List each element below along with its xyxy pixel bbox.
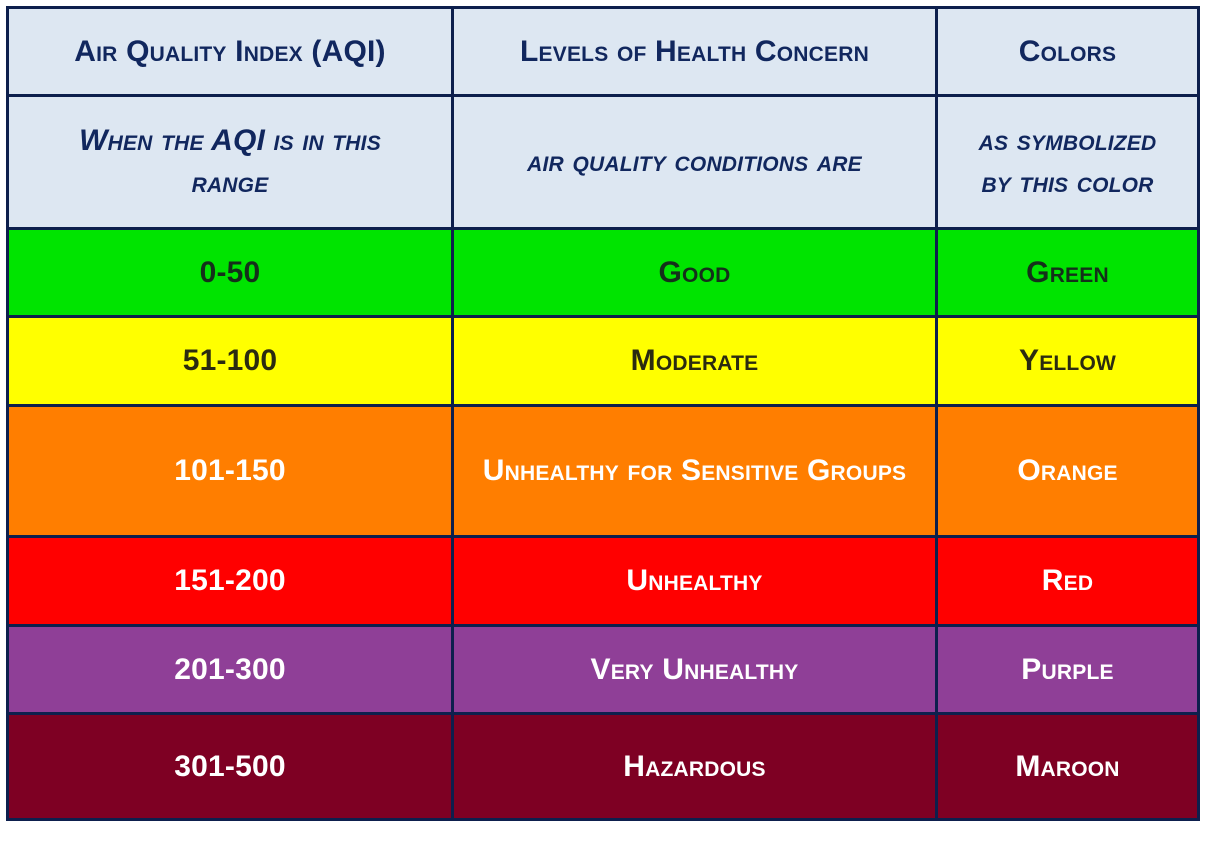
header-levels: Levels of Health Concern (451, 6, 938, 97)
aqi-range-cell: 201-300 (6, 624, 454, 715)
aqi-range-cell: 101-150 (6, 404, 454, 538)
aqi-row-unhealthy: 151-200 Unhealthy Red (6, 535, 1200, 627)
health-level-cell: Good (451, 227, 938, 318)
aqi-row-good: 0-50 Good Green (6, 227, 1200, 318)
aqi-range-cell: 0-50 (6, 227, 454, 318)
health-level-cell: Unhealthy for Sensitive Groups (451, 404, 938, 538)
header-aqi: Air Quality Index (AQI) (6, 6, 454, 97)
subheader-range: When the AQI is in this range (6, 94, 454, 230)
aqi-range-cell: 301-500 (6, 712, 454, 821)
header-row: Air Quality Index (AQI) Levels of Health… (6, 6, 1200, 97)
color-name-cell: Yellow (935, 315, 1200, 407)
health-level-cell: Very Unhealthy (451, 624, 938, 715)
health-level-cell: Moderate (451, 315, 938, 407)
aqi-row-hazardous: 301-500 Hazardous Maroon (6, 712, 1200, 821)
color-name-cell: Maroon (935, 712, 1200, 821)
aqi-range-cell: 51-100 (6, 315, 454, 407)
color-name-cell: Orange (935, 404, 1200, 538)
subheader-row: When the AQI is in this range air qualit… (6, 94, 1200, 230)
aqi-row-very-unhealthy: 201-300 Very Unhealthy Purple (6, 624, 1200, 715)
aqi-row-moderate: 51-100 Moderate Yellow (6, 315, 1200, 407)
aqi-table: Air Quality Index (AQI) Levels of Health… (6, 6, 1200, 821)
subheader-color: as symbolized by this color (935, 94, 1200, 230)
aqi-range-cell: 151-200 (6, 535, 454, 627)
aqi-row-unhealthy-sensitive: 101-150 Unhealthy for Sensitive Groups O… (6, 404, 1200, 538)
color-name-cell: Red (935, 535, 1200, 627)
health-level-cell: Unhealthy (451, 535, 938, 627)
subheader-conditions: air quality conditions are (451, 94, 938, 230)
color-name-cell: Green (935, 227, 1200, 318)
color-name-cell: Purple (935, 624, 1200, 715)
health-level-cell: Hazardous (451, 712, 938, 821)
header-colors: Colors (935, 6, 1200, 97)
